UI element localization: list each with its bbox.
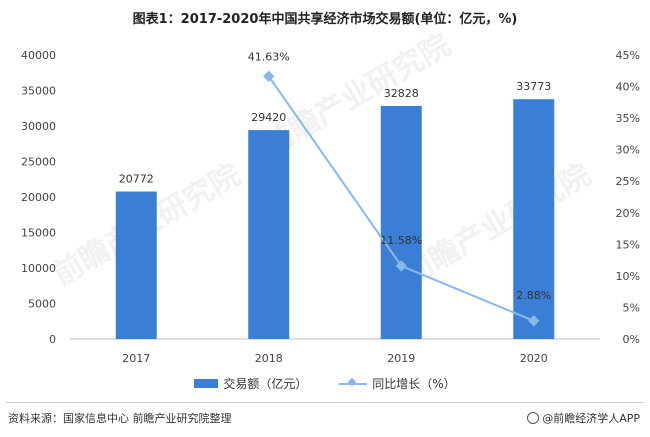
legend-line-label: 同比增长（%） bbox=[372, 377, 456, 391]
bar bbox=[248, 130, 290, 339]
brand-credit-text: @前瞻经济学人APP bbox=[542, 412, 640, 425]
bar-data-label: 20772 bbox=[119, 173, 154, 186]
x-tick-label: 2020 bbox=[520, 352, 548, 365]
y-right-tick-label: 15% bbox=[616, 238, 640, 251]
legend-line-swatch bbox=[339, 379, 368, 388]
x-tick-label: 2017 bbox=[122, 352, 150, 365]
bar bbox=[380, 105, 422, 339]
footer-divider bbox=[6, 402, 644, 403]
legend-item-line: 同比增长（%） bbox=[339, 375, 456, 392]
y-right-tick-label: 25% bbox=[616, 175, 640, 188]
line-data-label: 2.88% bbox=[516, 289, 551, 302]
y-left-tick-label: 0 bbox=[49, 333, 56, 346]
bar bbox=[115, 191, 157, 339]
line-data-label: 41.63% bbox=[248, 50, 290, 63]
legend-bar-swatch bbox=[194, 379, 219, 388]
legend: 交易额（亿元） 同比增长（%） bbox=[0, 375, 650, 392]
bar-data-label: 29420 bbox=[251, 111, 286, 124]
y-right-tick-label: 0% bbox=[623, 333, 640, 346]
y-right-tick-label: 30% bbox=[616, 144, 640, 157]
legend-bar-label: 交易额（亿元） bbox=[223, 377, 308, 391]
y-left-tick-label: 20000 bbox=[21, 191, 56, 204]
line-point bbox=[528, 315, 540, 327]
y-right-tick-label: 20% bbox=[616, 207, 640, 220]
line-point bbox=[395, 260, 407, 272]
bar bbox=[513, 99, 555, 339]
x-tick-label: 2018 bbox=[255, 352, 283, 365]
y-left-tick-label: 10000 bbox=[21, 262, 56, 275]
legend-item-bar: 交易额（亿元） bbox=[194, 375, 307, 392]
brand-credit: @前瞻经济学人APP bbox=[527, 410, 640, 426]
bar-data-label: 32828 bbox=[384, 87, 419, 100]
bar-data-label: 33773 bbox=[516, 80, 551, 93]
y-left-tick-label: 25000 bbox=[21, 156, 56, 169]
brand-logo-icon bbox=[527, 412, 540, 424]
y-left-tick-label: 30000 bbox=[21, 120, 56, 133]
y-right-tick-label: 5% bbox=[623, 301, 640, 314]
x-tick-label: 2019 bbox=[387, 352, 415, 365]
chart-title: 图表1：2017-2020年中国共享经济市场交易额(单位：亿元，%) bbox=[132, 12, 518, 27]
chart-canvas: 0 5000 10000 15000 20000 25000 30000 35000 40000… bbox=[21, 49, 640, 365]
y-right-tick-label: 45% bbox=[616, 49, 640, 62]
y-left-tick-label: 40000 bbox=[21, 49, 56, 62]
y-right-tick-label: 35% bbox=[616, 112, 640, 125]
y-left-tick-label: 5000 bbox=[28, 298, 56, 311]
source-note: 资料来源：国家信息中心 前瞻产业研究院整理 bbox=[8, 412, 232, 425]
y-left-tick-label: 15000 bbox=[21, 227, 56, 240]
y-right-tick-label: 10% bbox=[616, 270, 640, 283]
line-data-label: 11.58% bbox=[380, 234, 422, 247]
y-right-tick-label: 40% bbox=[616, 81, 640, 94]
y-left-tick-label: 35000 bbox=[21, 85, 56, 98]
